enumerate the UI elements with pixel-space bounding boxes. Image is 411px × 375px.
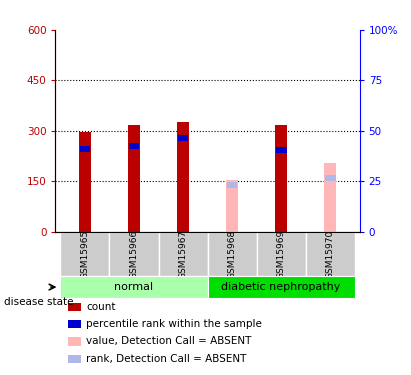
- Text: GSM15965: GSM15965: [81, 230, 90, 279]
- Text: disease state: disease state: [4, 297, 74, 307]
- Bar: [227, 182, 238, 188]
- FancyBboxPatch shape: [60, 276, 208, 298]
- Bar: [68, 338, 81, 346]
- Bar: [68, 303, 81, 311]
- Text: count: count: [86, 302, 115, 312]
- FancyBboxPatch shape: [159, 232, 208, 276]
- Bar: [324, 163, 336, 232]
- Bar: [178, 135, 188, 141]
- Bar: [68, 355, 81, 363]
- FancyBboxPatch shape: [208, 232, 256, 276]
- FancyBboxPatch shape: [256, 232, 306, 276]
- FancyBboxPatch shape: [306, 232, 355, 276]
- Bar: [325, 176, 336, 181]
- Bar: [275, 125, 287, 232]
- Text: normal: normal: [114, 282, 154, 292]
- Bar: [68, 320, 81, 328]
- Text: GSM15970: GSM15970: [326, 230, 335, 279]
- Bar: [128, 125, 140, 232]
- FancyBboxPatch shape: [109, 232, 159, 276]
- Bar: [177, 122, 189, 232]
- FancyBboxPatch shape: [208, 276, 355, 298]
- Text: percentile rank within the sample: percentile rank within the sample: [86, 319, 262, 329]
- Bar: [79, 132, 91, 232]
- Bar: [79, 146, 90, 152]
- Text: GSM15967: GSM15967: [178, 230, 187, 279]
- Text: diabetic nephropathy: diabetic nephropathy: [222, 282, 341, 292]
- Text: GSM15968: GSM15968: [228, 230, 237, 279]
- Text: value, Detection Call = ABSENT: value, Detection Call = ABSENT: [86, 336, 251, 346]
- Text: GSM15969: GSM15969: [277, 230, 286, 279]
- Bar: [226, 180, 238, 232]
- FancyBboxPatch shape: [60, 232, 109, 276]
- Bar: [129, 143, 139, 149]
- Text: GSM15966: GSM15966: [129, 230, 139, 279]
- Text: rank, Detection Call = ABSENT: rank, Detection Call = ABSENT: [86, 354, 246, 364]
- Bar: [276, 147, 286, 153]
